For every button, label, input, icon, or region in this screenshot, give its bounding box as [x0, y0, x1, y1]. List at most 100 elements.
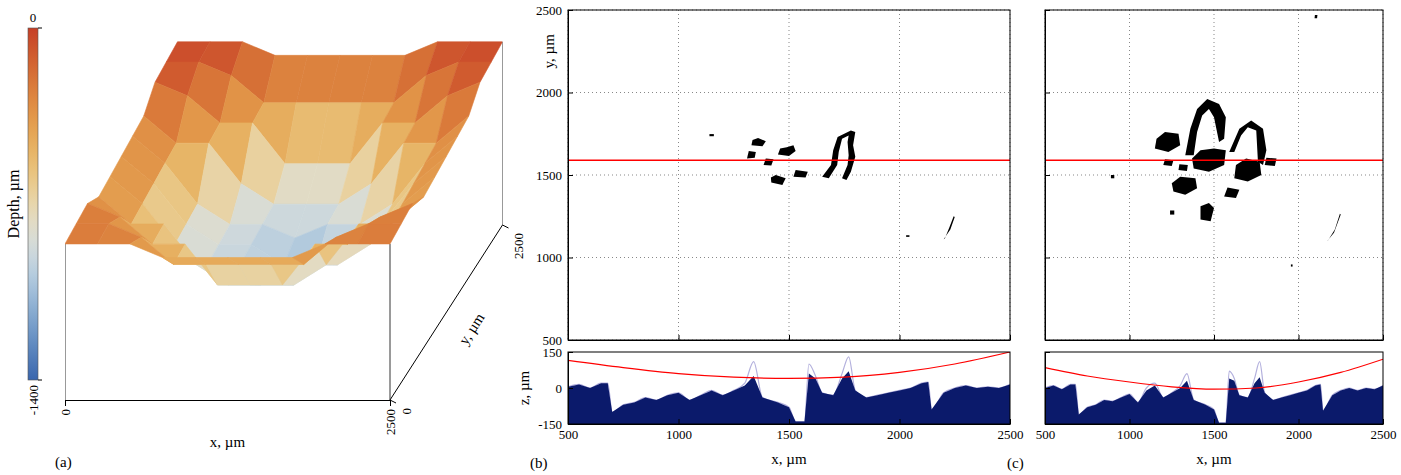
grid-line — [568, 92, 1010, 93]
axis-title: z, µm — [516, 370, 532, 405]
axis — [569, 335, 1011, 341]
panel-label: (a) — [55, 454, 72, 471]
surface-cell — [425, 116, 469, 163]
tick — [1214, 335, 1215, 340]
region — [778, 145, 796, 156]
map-panel: (c) — [1007, 10, 1384, 472]
surface-cell — [414, 136, 458, 183]
region — [1291, 264, 1293, 266]
tick — [1045, 352, 1050, 353]
tick-mark — [503, 225, 509, 228]
tick-label: -1400 — [26, 385, 41, 415]
tick-mark — [568, 10, 573, 11]
surface-cell — [459, 42, 503, 62]
tick-label: 1000 — [1117, 427, 1143, 442]
grid-line — [568, 175, 1010, 176]
tick-mark — [390, 400, 396, 403]
panel-label: (c) — [1007, 455, 1024, 472]
tick-mark — [38, 28, 42, 29]
tick-label: 1500 — [1202, 427, 1228, 442]
tick-mark — [1383, 419, 1384, 424]
tick-mark — [679, 335, 680, 340]
regions — [1045, 15, 1383, 267]
grid-line — [1045, 92, 1383, 93]
frame — [568, 10, 1010, 340]
tick-mark — [1214, 335, 1215, 340]
tick-mark — [568, 424, 573, 425]
tick: 1500 — [777, 419, 803, 442]
grid-line — [678, 10, 679, 340]
tick-mark — [568, 340, 573, 341]
region — [944, 216, 955, 239]
surface-panel: -14000Depth, µm0250002500x, µmy, µm(a) — [5, 10, 526, 471]
tick-mark — [1045, 388, 1050, 389]
region — [906, 235, 909, 237]
tick-mark — [1299, 419, 1300, 424]
colorbar — [28, 28, 38, 380]
tick-label: 1000 — [536, 250, 562, 265]
region — [822, 130, 855, 180]
tick-mark — [900, 335, 901, 340]
profile-area — [1045, 377, 1383, 424]
tick-label: 0 — [556, 381, 563, 396]
section-line — [1045, 159, 1383, 161]
tick-label: 2500 — [1371, 427, 1397, 442]
tick — [900, 335, 901, 340]
tick-mark — [789, 419, 790, 424]
region — [747, 151, 756, 158]
region — [709, 134, 713, 136]
tick-label: 1500 — [536, 168, 562, 183]
tick-mark — [1010, 335, 1011, 340]
tick-mark — [1214, 419, 1215, 424]
profile-panel: 5001000150020002500-1500150x, µmz, µm — [516, 345, 1023, 467]
surface — [65, 42, 503, 400]
region — [1315, 15, 1318, 18]
region — [1224, 187, 1239, 198]
tick-label: 2000 — [887, 427, 913, 442]
tick — [1010, 335, 1011, 340]
surface-cell — [358, 224, 402, 244]
tick-label: 2000 — [536, 85, 562, 100]
tick-label: 1500 — [777, 427, 803, 442]
tick-mark — [1130, 419, 1131, 424]
tick-mark — [1045, 175, 1050, 176]
axis-title: x, µm — [1196, 451, 1232, 467]
axis-line — [1046, 340, 1384, 341]
series — [1045, 359, 1383, 424]
region — [1327, 214, 1341, 241]
axis: 5001000150020002500 — [536, 3, 573, 348]
tick: 1000 — [536, 250, 573, 265]
tick-label: 2500 — [536, 3, 562, 18]
axis: -150 0 150 — [538, 345, 573, 432]
region — [1229, 121, 1266, 166]
tick-mark — [1010, 419, 1011, 424]
axis-line — [569, 340, 1011, 341]
tick — [1045, 340, 1050, 341]
tick-label: 500 — [1036, 427, 1056, 442]
axis: 02500 — [58, 400, 398, 435]
tick-mark — [568, 93, 573, 94]
profile-area — [568, 371, 1010, 424]
frame — [1045, 10, 1383, 340]
regions — [568, 130, 1010, 239]
tick-mark — [1045, 10, 1050, 11]
axis — [1045, 11, 1050, 341]
tick — [1045, 388, 1050, 389]
tick — [1045, 424, 1050, 425]
profile-line — [568, 352, 1010, 378]
surface-cell — [403, 156, 447, 203]
tick — [1383, 335, 1384, 340]
tick: 1500 — [1202, 419, 1228, 442]
tick-label: 2500 — [511, 233, 526, 259]
tick: 1000 — [666, 419, 692, 442]
tick: 150 — [543, 345, 574, 360]
tick-mark — [789, 335, 790, 340]
tick: 2500 — [1371, 419, 1397, 442]
grid-line — [568, 257, 1010, 258]
tick: 0 — [556, 381, 574, 396]
tick-mark — [1045, 258, 1050, 259]
tick-mark — [568, 258, 573, 259]
tick-label: -150 — [538, 417, 562, 432]
axis-title: x, µm — [771, 451, 807, 467]
axis — [1046, 335, 1384, 341]
